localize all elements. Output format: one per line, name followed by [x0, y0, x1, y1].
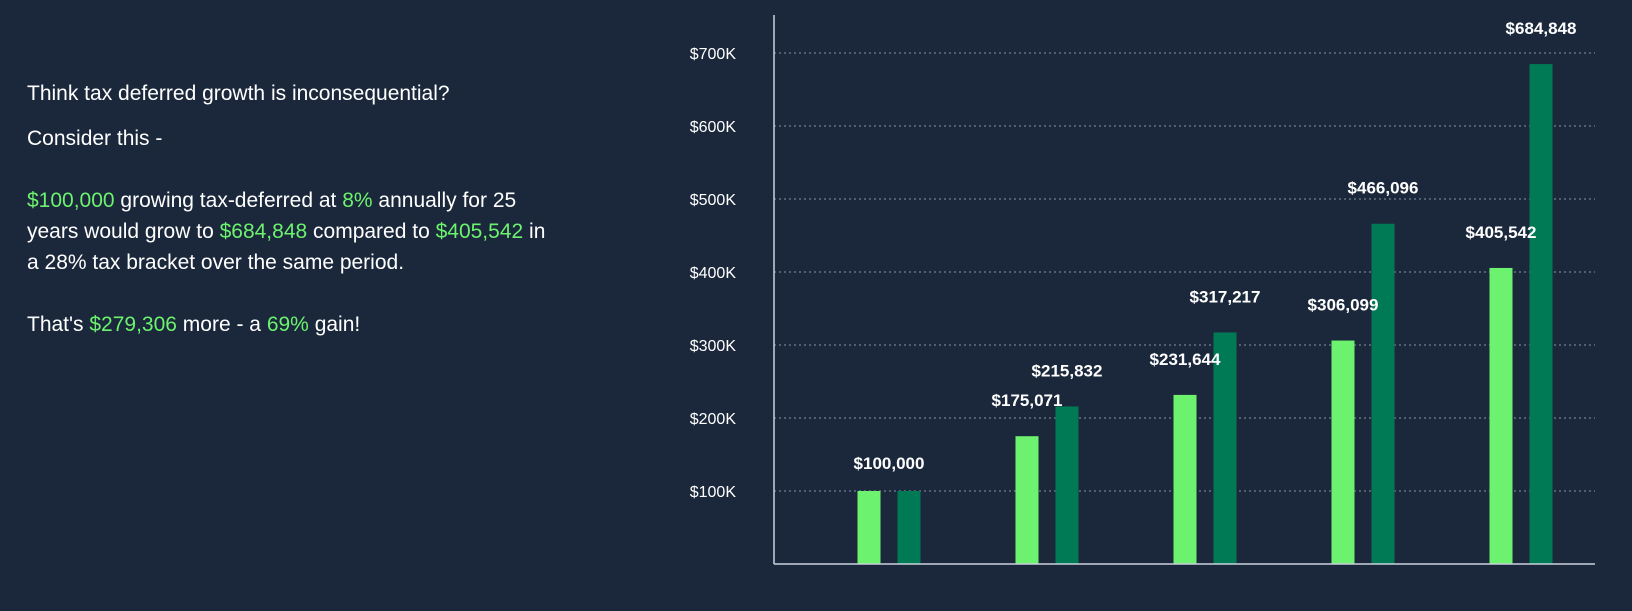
data-label: $215,832: [1032, 361, 1103, 380]
data-label: $306,099: [1308, 296, 1379, 315]
deferred-total: $684,848: [219, 220, 308, 243]
initial-amount: $100,000: [27, 189, 115, 212]
y-tick-label: $100K: [690, 484, 737, 501]
data-label: $317,217: [1190, 287, 1261, 306]
growth-bar-chart: $100K $200K $300K $400K $500K $600K $700K $100…: [690, 15, 1595, 565]
y-tick-label: $400K: [690, 265, 737, 282]
y-tick-label: $200K: [690, 411, 737, 428]
question-text: Think tax deferred growth is inconsequen…: [27, 82, 450, 105]
intro-text: Think tax deferred growth is inconsequen…: [27, 78, 557, 340]
comparison-paragraph: $100,000 growing tax-deferred at 8% annu…: [27, 185, 557, 278]
bar-taxed: [1173, 394, 1197, 564]
body-text-3: compared to: [307, 220, 436, 243]
bar-taxed: [1489, 267, 1513, 564]
bar-tax-deferred: [1055, 406, 1079, 564]
bar-tax-deferred: [897, 491, 921, 564]
growth-rate: 8%: [342, 189, 373, 212]
summary-text-1: That's: [27, 313, 90, 336]
bar-taxed: [857, 491, 881, 564]
data-labels: $100,000 $175,071 $231,644 $306,099 $405,542…: [854, 19, 1577, 473]
y-tick-label: $700K: [690, 46, 737, 63]
bar-taxed: [1331, 340, 1355, 564]
summary-text-2: more - a: [176, 313, 267, 336]
bars: [857, 64, 1553, 564]
data-label: $100,000: [854, 454, 925, 473]
consider-text: Consider this -: [27, 127, 163, 150]
summary-text-3: gain!: [308, 313, 361, 336]
y-tick-label: $300K: [690, 338, 737, 355]
y-tick-label: $600K: [690, 119, 737, 136]
gain-percent: 69%: [266, 313, 309, 336]
difference-amount: $279,306: [89, 313, 177, 336]
body-text-1: growing tax-deferred at: [114, 189, 343, 212]
bar-taxed: [1015, 436, 1039, 564]
data-label: $405,542: [1466, 223, 1537, 242]
bar-tax-deferred: [1529, 64, 1553, 564]
data-label: $684,848: [1506, 19, 1577, 38]
bar-tax-deferred: [1213, 332, 1237, 564]
data-label: $466,096: [1348, 179, 1419, 198]
summary-paragraph: That's $279,306 more - a 69% gain!: [27, 309, 557, 340]
bar-tax-deferred: [1371, 223, 1395, 564]
body-text-4: in a 28% tax bracket over the same perio…: [27, 220, 546, 274]
axes: [773, 15, 1595, 565]
data-label: $231,644: [1150, 350, 1221, 369]
body-text-2: annually for 25 years would grow to: [27, 189, 517, 243]
data-label: $175,071: [992, 391, 1063, 410]
y-axis-ticks: $100K $200K $300K $400K $500K $600K $700K: [690, 46, 737, 501]
y-tick-label: $500K: [690, 192, 737, 209]
taxed-total: $405,542: [435, 220, 524, 243]
